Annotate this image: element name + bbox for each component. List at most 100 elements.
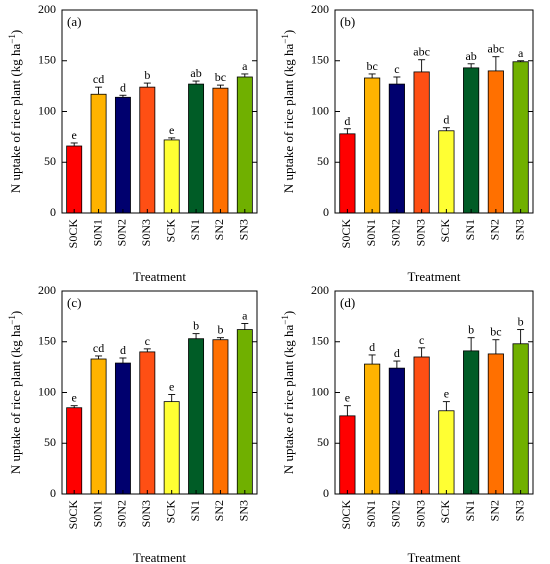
error-bar-SCK: [442, 127, 450, 131]
error-bar-SN1: [467, 337, 475, 351]
significance-letter: b: [193, 319, 199, 333]
significance-letter: c: [145, 334, 150, 348]
x-tick-label: S0CK: [66, 219, 80, 249]
y-axis-label-text: N uptake of rice plant (kg ha: [281, 325, 296, 475]
error-bar-S0N2: [119, 357, 127, 364]
y-tick-label: 200: [38, 283, 56, 297]
bar-S0CK: [339, 415, 356, 495]
significance-letter: c: [419, 333, 424, 347]
error-bar-SCK: [442, 401, 450, 411]
bar-S0N2: [114, 96, 131, 214]
x-tick-label: S0N3: [413, 219, 427, 246]
bar-S0N2: [388, 367, 405, 495]
significance-letter: d: [120, 80, 126, 94]
panel-label: (d): [340, 295, 355, 310]
significance-letter: bc: [215, 70, 226, 84]
x-tick-label: SN1: [188, 500, 202, 521]
error-bar-S0N2: [393, 76, 401, 85]
bar-S0N1: [364, 363, 381, 495]
significance-letter: b: [217, 323, 223, 337]
y-axis-label-exponent: −1: [7, 34, 17, 44]
error-bar-SN1: [192, 333, 200, 339]
x-tick-label: SN2: [488, 500, 502, 521]
x-tick-label: S0CK: [339, 219, 353, 249]
y-axis-label-close: ): [8, 30, 23, 34]
error-bar-S0N3: [143, 348, 151, 352]
error-bar-SCK: [168, 394, 176, 402]
y-axis-label-exponent: −1: [7, 315, 17, 325]
x-tick-label: S0N2: [115, 500, 129, 527]
significance-letter: e: [72, 391, 77, 405]
significance-letter: b: [468, 323, 474, 337]
error-bar-S0CK: [343, 405, 351, 416]
significance-letter: a: [518, 46, 524, 60]
x-tick-label: S0N3: [139, 219, 153, 246]
y-tick-label: 0: [323, 486, 329, 500]
error-bar-S0CK: [70, 405, 78, 408]
bar-SCK: [438, 130, 455, 214]
y-tick-label: 100: [38, 103, 56, 117]
y-tick-label: 50: [317, 435, 329, 449]
bar-S0N3: [139, 86, 156, 214]
y-axis-label: N uptake of rice plant (kg ha−1): [7, 30, 23, 193]
error-bar-S0N1: [368, 73, 376, 79]
y-axis-label-close: ): [281, 311, 296, 315]
y-tick-label: 0: [323, 205, 329, 219]
y-tick-label: 0: [50, 205, 56, 219]
bar-SN2: [212, 339, 229, 495]
x-tick-label: S0N2: [115, 219, 129, 246]
bar-S0CK: [66, 145, 83, 214]
chart-panel-3: e S0CK cd S0N1 d S0N2 c S0N3 e SCK b SN1 b SN2 a SN3 0 50…: [7, 283, 258, 564]
significance-letter: e: [169, 380, 174, 394]
x-tick-label: S0CK: [339, 500, 353, 530]
x-tick-label: SCK: [438, 500, 452, 524]
error-bar-SCK: [168, 137, 176, 140]
error-bar-S0N2: [119, 94, 127, 98]
x-tick-label: SN3: [512, 219, 526, 240]
error-bar-S0CK: [343, 128, 351, 134]
x-tick-label: SCK: [163, 500, 177, 524]
x-tick-label: S0N1: [90, 219, 104, 246]
y-axis-label: N uptake of rice plant (kg ha−1): [7, 311, 23, 474]
significance-letter: cd: [93, 72, 104, 86]
x-tick-label: SCK: [163, 219, 177, 243]
significance-letter: e: [72, 128, 77, 142]
significance-letter: d: [344, 114, 350, 128]
x-tick-label: SN1: [463, 219, 477, 240]
y-tick-label: 200: [311, 283, 329, 297]
significance-letter: cd: [93, 341, 104, 355]
y-tick-label: 100: [311, 103, 329, 117]
bar-SCK: [438, 410, 455, 495]
y-tick-label: 150: [38, 334, 56, 348]
bar-S0CK: [339, 133, 356, 214]
x-tick-label: SN3: [237, 500, 251, 521]
error-bar-SN2: [492, 56, 500, 71]
chart-panel-1: e S0CK cd S0N1 d S0N2 b S0N3 e SCK ab SN1 bc SN2 a SN3 0…: [7, 2, 258, 284]
x-tick-label: S0CK: [66, 500, 80, 530]
y-axis-label-text: N uptake of rice plant (kg ha: [8, 44, 23, 194]
error-bar-S0N2: [393, 360, 401, 369]
x-tick-label: SN1: [463, 500, 477, 521]
error-bar-SN3: [517, 329, 525, 344]
bar-SN2: [487, 70, 504, 214]
x-axis-label: Treatment: [408, 269, 461, 284]
y-tick-label: 50: [44, 154, 56, 168]
y-tick-label: 50: [317, 154, 329, 168]
y-axis-label-text: N uptake of rice plant (kg ha: [281, 44, 296, 194]
error-bar-S0N3: [418, 59, 426, 72]
bar-S0N1: [90, 358, 107, 495]
error-bar-S0N1: [95, 86, 103, 95]
error-bar-S0CK: [70, 142, 78, 147]
significance-letter: bc: [490, 325, 501, 339]
x-tick-label: SCK: [438, 219, 452, 243]
bar-S0N1: [364, 77, 381, 214]
x-axis-label: Treatment: [133, 269, 186, 284]
y-tick-label: 100: [38, 384, 56, 398]
y-axis-label: N uptake of rice plant (kg ha−1): [280, 311, 296, 474]
bar-SN1: [463, 350, 480, 495]
error-bar-SN2: [216, 84, 224, 89]
x-tick-label: S0N3: [413, 500, 427, 527]
bar-SN3: [512, 343, 529, 495]
y-axis-label-text: N uptake of rice plant (kg ha: [8, 325, 23, 475]
